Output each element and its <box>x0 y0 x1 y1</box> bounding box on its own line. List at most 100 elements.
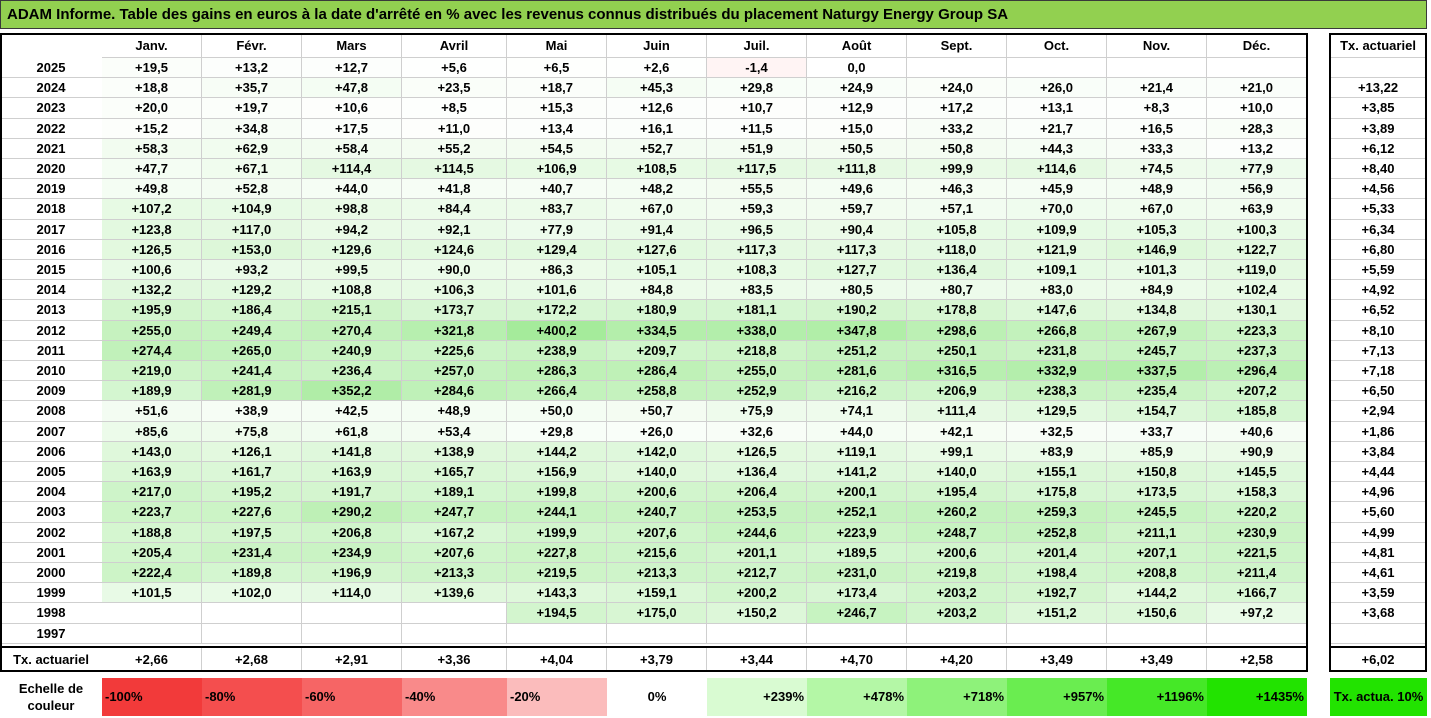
footer-rate-cell: +3,49 <box>1107 647 1207 672</box>
heatmap-cell: +246,7 <box>807 603 907 624</box>
month-header: Déc. <box>1207 33 1307 58</box>
footer-rate-cell: +2,58 <box>1207 647 1307 672</box>
heatmap-cell: +400,2 <box>507 320 607 341</box>
heatmap-cell: +213,3 <box>402 563 507 584</box>
heatmap-cell: +207,6 <box>607 522 707 543</box>
heatmap-cell: +222,4 <box>102 563 202 584</box>
heatmap-cell: +144,2 <box>507 441 607 462</box>
heatmap-cell: +51,9 <box>707 138 807 159</box>
heatmap-cell: +138,9 <box>402 441 507 462</box>
heatmap-cell: +99,9 <box>907 159 1007 180</box>
color-scale-step: +1435% <box>1207 677 1307 716</box>
heatmap-cell <box>302 623 402 644</box>
annual-rate-cell: +5,59 <box>1330 260 1427 281</box>
heatmap-cell: +189,1 <box>402 482 507 503</box>
heatmap-cell: +231,4 <box>202 542 302 563</box>
heatmap-cell: +124,6 <box>402 239 507 260</box>
year-label: 2006 <box>0 442 102 462</box>
heatmap-cell: +90,9 <box>1207 441 1307 462</box>
annual-rate-cell: +3,85 <box>1330 98 1427 119</box>
annual-rate-header: Tx. actuariel <box>1330 33 1427 58</box>
heatmap-cell: +23,5 <box>402 78 507 99</box>
heatmap-cell: +50,7 <box>607 401 707 422</box>
footer-rate-cell: +2,66 <box>102 647 202 672</box>
heatmap-cell: +86,3 <box>507 260 607 281</box>
heatmap-cell <box>507 623 607 644</box>
annual-rate-cell: +4,92 <box>1330 280 1427 301</box>
heatmap-cell: +216,2 <box>807 381 907 402</box>
heatmap-cell <box>1007 623 1107 644</box>
color-scale-step: -100% <box>102 677 202 716</box>
heatmap-cell: +58,3 <box>102 138 202 159</box>
heatmap-cell: +93,2 <box>202 260 302 281</box>
heatmap-cell <box>1007 58 1107 79</box>
annual-rate-cell: +6,12 <box>1330 138 1427 159</box>
annual-rate-cell: +6,80 <box>1330 239 1427 260</box>
heatmap-cell: +236,4 <box>302 361 402 382</box>
heatmap-cell: +104,9 <box>202 199 302 220</box>
annual-rate-cell: +6,34 <box>1330 219 1427 240</box>
heatmap-cell: +47,7 <box>102 159 202 180</box>
heatmap-cell: +40,7 <box>507 179 607 200</box>
color-scale-label: Echelle de couleur <box>18 680 84 713</box>
heatmap-cell: +238,3 <box>1007 381 1107 402</box>
heatmap-cell: +33,7 <box>1107 421 1207 442</box>
heatmap-cell: +274,4 <box>102 340 202 361</box>
heatmap-cell: +165,7 <box>402 462 507 483</box>
heatmap-cell: +251,2 <box>807 340 907 361</box>
heatmap-cell: +207,2 <box>1207 381 1307 402</box>
year-label: 2001 <box>0 543 102 563</box>
color-scale-step: +1196% <box>1107 677 1207 716</box>
heatmap-cell: +32,5 <box>1007 421 1107 442</box>
heatmap-cell: +198,4 <box>1007 563 1107 584</box>
year-label: 2010 <box>0 361 102 382</box>
heatmap-cell: +107,2 <box>102 199 202 220</box>
heatmap-cell: +197,5 <box>202 522 302 543</box>
annual-rate-cell: +8,40 <box>1330 159 1427 180</box>
heatmap-cell: +15,2 <box>102 118 202 139</box>
month-header: Juil. <box>707 33 807 58</box>
heatmap-cell: +67,1 <box>202 159 302 180</box>
annual-rate-cell: +8,10 <box>1330 320 1427 341</box>
heatmap-cell: +24,0 <box>907 78 1007 99</box>
heatmap-cell: +200,6 <box>907 542 1007 563</box>
heatmap-cell: +244,1 <box>507 502 607 523</box>
color-scale-step: -80% <box>202 677 302 716</box>
heatmap-cell: +10,0 <box>1207 98 1307 119</box>
heatmap-cell: +15,0 <box>807 118 907 139</box>
footer-rate-cell: +4,70 <box>807 647 907 672</box>
heatmap-cell: +189,5 <box>807 542 907 563</box>
heatmap-cell: +240,9 <box>302 340 402 361</box>
heatmap-cell: +161,7 <box>202 462 302 483</box>
heatmap-cell: +13,4 <box>507 118 607 139</box>
heatmap-cell: +141,8 <box>302 441 402 462</box>
heatmap-cell: +26,0 <box>607 421 707 442</box>
heatmap-cell: +167,2 <box>402 522 507 543</box>
footer-annual-rate: +6,02 <box>1330 647 1427 672</box>
year-label: 2007 <box>0 422 102 442</box>
heatmap-cell: +207,6 <box>402 542 507 563</box>
year-label: 2022 <box>0 119 102 139</box>
heatmap-cell: +163,9 <box>102 462 202 483</box>
annual-rate-cell: +2,94 <box>1330 401 1427 422</box>
year-label: 2013 <box>0 300 102 321</box>
heatmap-cell: +172,2 <box>507 300 607 321</box>
annual-rate-cell: +4,96 <box>1330 482 1427 503</box>
month-header: Avril <box>402 33 507 58</box>
heatmap-cell: +141,2 <box>807 462 907 483</box>
heatmap-cell: +211,4 <box>1207 563 1307 584</box>
heatmap-cell: +15,3 <box>507 98 607 119</box>
heatmap-cell: +225,6 <box>402 340 507 361</box>
heatmap-cell: +150,8 <box>1107 462 1207 483</box>
heatmap-cell: +42,5 <box>302 401 402 422</box>
heatmap-cell: +98,8 <box>302 199 402 220</box>
report-title: ADAM Informe. Table des gains en euros à… <box>0 0 1427 29</box>
annual-rate-cell: +7,13 <box>1330 340 1427 361</box>
heatmap-cell: +281,6 <box>807 361 907 382</box>
heatmap-cell: +117,0 <box>202 219 302 240</box>
heatmap-cell: +109,9 <box>1007 219 1107 240</box>
heatmap-cell: +44,3 <box>1007 138 1107 159</box>
heatmap-cell: +175,0 <box>607 603 707 624</box>
heatmap-cell: +42,1 <box>907 421 1007 442</box>
heatmap-cell: +250,1 <box>907 340 1007 361</box>
